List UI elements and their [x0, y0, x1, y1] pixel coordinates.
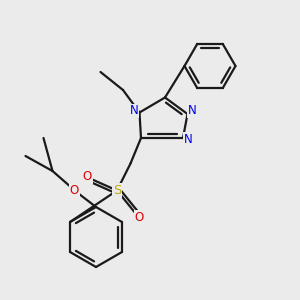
Text: N: N	[188, 104, 196, 118]
Text: N: N	[184, 133, 193, 146]
Text: O: O	[135, 211, 144, 224]
Text: S: S	[113, 184, 121, 197]
Text: O: O	[82, 169, 91, 183]
Text: N: N	[130, 104, 139, 118]
Text: O: O	[70, 184, 79, 197]
